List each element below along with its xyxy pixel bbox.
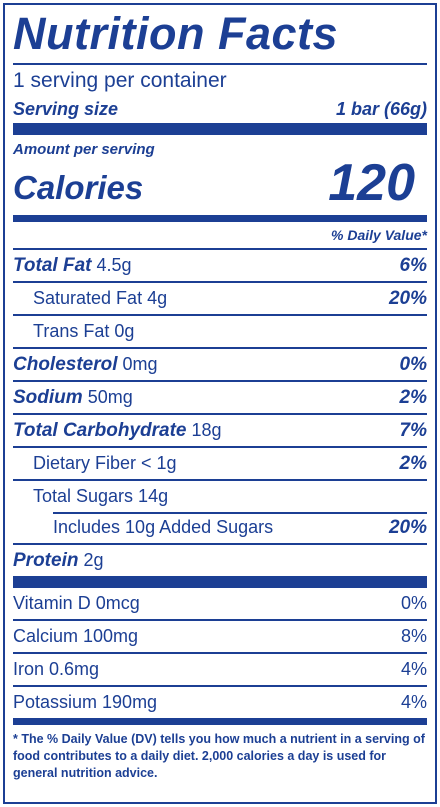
nutrient-amount: 18g	[191, 419, 222, 440]
footnote-lead: * The % Daily Value (DV)	[13, 732, 161, 746]
vitamin-dv: 4%	[400, 692, 427, 712]
vitamin-dv: 4%	[400, 659, 427, 679]
nutrient-row-trans-fat: Trans Fat 0g	[13, 314, 427, 347]
footnote-text: tells you how much a nutrient in a servi…	[13, 732, 425, 780]
serving-size-label: Serving size	[13, 99, 119, 119]
footnote: * The % Daily Value (DV) tells you how m…	[13, 725, 427, 782]
nutrient-dv: 6%	[399, 254, 427, 276]
label-title: Nutrition Facts	[13, 8, 339, 59]
nutrient-name: Cholesterol	[13, 353, 118, 375]
vitamin-dv: 8%	[400, 626, 427, 646]
nutrient-amount: 0mg	[122, 353, 158, 374]
nutrient-name: Total Sugars 14g	[33, 486, 169, 506]
divider-thick	[13, 576, 427, 588]
vitamin-dv: 0%	[400, 593, 427, 613]
divider-thick	[13, 123, 427, 135]
vitamin-name: Vitamin D 0mcg	[13, 593, 140, 613]
serving-size-value: 1 bar (66g)	[335, 99, 427, 119]
nutrient-row-sodium: Sodium 50mg 2%	[13, 380, 427, 413]
nutrient-dv: 20%	[388, 516, 427, 538]
nutrient-name: Saturated Fat 4g	[33, 288, 168, 308]
nutrient-row-added-sugars: Includes 10g Added Sugars 20%	[13, 512, 427, 543]
vitamin-row-potassium: Potassium 190mg 4%	[13, 685, 427, 718]
vitamin-name: Potassium 190mg	[13, 692, 158, 712]
divider-medium	[13, 718, 427, 725]
nutrient-amount: 50mg	[87, 386, 133, 407]
nutrient-name: Trans Fat 0g	[33, 321, 135, 341]
nutrient-row-saturated-fat: Saturated Fat 4g 20%	[13, 281, 427, 314]
vitamin-row-calcium: Calcium 100mg 8%	[13, 619, 427, 652]
servings-per-container: 1 serving per container	[13, 69, 227, 92]
nutrient-row-dietary-fiber: Dietary Fiber < 1g 2%	[13, 446, 427, 479]
nutrient-row-cholesterol: Cholesterol 0mg 0%	[13, 347, 427, 380]
nutrient-name: Total Fat	[13, 254, 92, 276]
nutrient-dv: 0%	[399, 353, 427, 375]
nutrient-name: Dietary Fiber < 1g	[33, 453, 177, 473]
amount-per-serving: Amount per serving	[13, 141, 155, 158]
nutrient-amount: 2g	[83, 549, 104, 570]
nutrient-name: Sodium	[13, 386, 83, 408]
nutrient-row-total-carbohydrate: Total Carbohydrate 18g 7%	[13, 413, 427, 446]
nutrient-row-protein: Protein 2g	[13, 543, 427, 576]
calories-row: Calories 120	[13, 157, 427, 209]
vitamin-row-iron: Iron 0.6mg 4%	[13, 652, 427, 685]
calories-label: Calories	[13, 169, 144, 206]
nutrient-dv: 20%	[388, 287, 427, 309]
nutrient-row-total-fat: Total Fat 4.5g 6%	[13, 248, 427, 281]
divider-medium	[13, 215, 427, 222]
nutrient-amount: 4.5g	[96, 254, 132, 275]
nutrient-dv: 7%	[399, 419, 427, 441]
nutrient-dv: 2%	[399, 386, 427, 408]
nutrient-dv: 2%	[399, 452, 427, 474]
nutrient-name: Total Carbohydrate	[13, 419, 187, 441]
calories-value: 120	[328, 154, 415, 212]
vitamin-name: Iron 0.6mg	[13, 659, 100, 679]
nutrient-row-total-sugars: Total Sugars 14g	[13, 479, 427, 512]
divider	[53, 512, 427, 514]
serving-size-row: Serving size 1 bar (66g)	[13, 95, 427, 123]
daily-value-header: % Daily Value*	[331, 227, 427, 243]
divider	[13, 63, 427, 65]
nutrient-name: Includes 10g Added Sugars	[53, 517, 274, 537]
nutrition-label: Nutrition Facts 1 serving per container …	[3, 3, 437, 804]
vitamin-row-vitamin-d: Vitamin D 0mcg 0%	[13, 588, 427, 619]
vitamin-name: Calcium 100mg	[13, 626, 139, 646]
nutrient-name: Protein	[13, 549, 79, 571]
